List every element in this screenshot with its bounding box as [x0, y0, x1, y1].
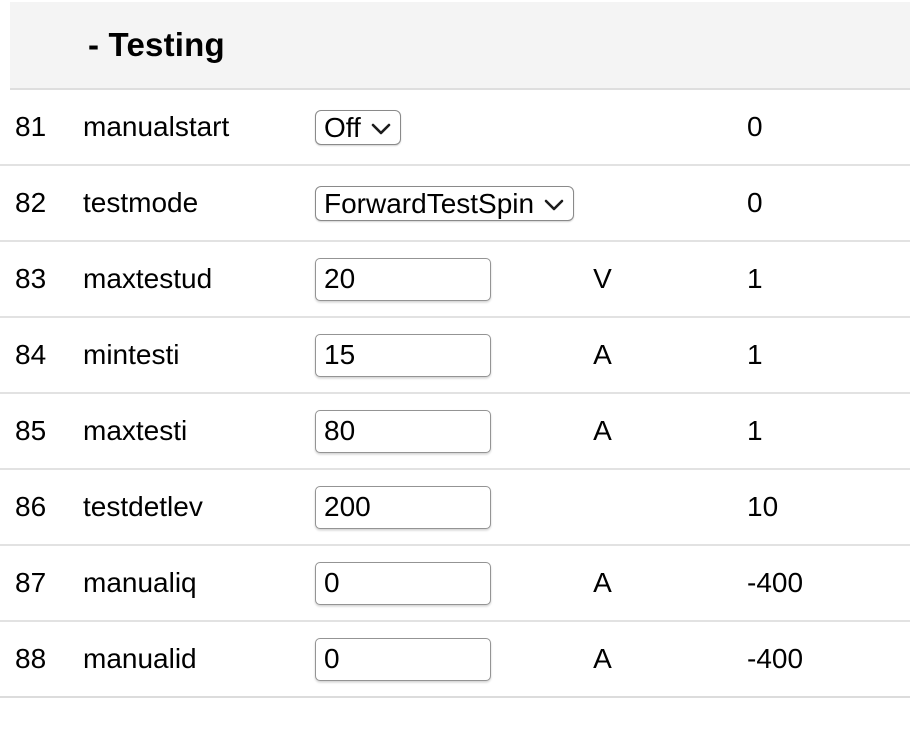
param-default-value: 0 — [747, 111, 763, 142]
select-value: ForwardTestSpin — [324, 187, 535, 219]
param-id: 85 — [15, 415, 47, 446]
param-name: manualiq — [83, 567, 197, 598]
param-id: 88 — [15, 643, 47, 674]
testmode-select[interactable]: ForwardTestSpin — [315, 185, 575, 221]
param-row-maxtestud: 83 maxtestud V 1 — [0, 242, 910, 318]
param-row-manualid: 88 manualid A -400 — [0, 622, 910, 698]
param-default-value: 1 — [747, 263, 763, 294]
param-name: manualid — [83, 643, 197, 674]
chevron-down-icon — [371, 123, 391, 135]
param-row-manualstart: 81 manualstart Off 0 — [0, 90, 910, 166]
param-id: 86 — [15, 491, 47, 522]
param-id: 82 — [15, 187, 47, 218]
param-row-maxtesti: 85 maxtesti A 1 — [0, 394, 910, 470]
section-header-testing[interactable]: - Testing — [10, 2, 910, 90]
testdetlev-input[interactable] — [315, 485, 491, 529]
param-default-value: -400 — [747, 643, 804, 674]
param-row-mintesti: 84 mintesti A 1 — [0, 318, 910, 394]
manualid-input[interactable] — [315, 637, 491, 681]
param-default-value: 1 — [747, 339, 763, 370]
mintesti-input[interactable] — [315, 333, 491, 377]
param-unit: A — [593, 339, 612, 370]
param-unit: V — [593, 263, 612, 294]
param-default-value: 10 — [747, 491, 779, 522]
manualiq-input[interactable] — [315, 561, 491, 605]
param-default-value: 0 — [747, 187, 763, 218]
param-row-testdetlev: 86 testdetlev 10 — [0, 470, 910, 546]
param-unit: A — [593, 643, 612, 674]
param-name: testmode — [83, 187, 199, 218]
param-id: 84 — [15, 339, 47, 370]
param-name: maxtesti — [83, 415, 188, 446]
param-default-value: -400 — [747, 567, 804, 598]
param-id: 87 — [15, 567, 47, 598]
maxtesti-input[interactable] — [315, 409, 491, 453]
param-id: 83 — [15, 263, 47, 294]
select-value: Off — [324, 111, 361, 143]
param-name: manualstart — [83, 111, 230, 142]
param-name: testdetlev — [83, 491, 203, 522]
param-id: 81 — [15, 111, 47, 142]
param-row-testmode: 82 testmode ForwardTestSpin 0 — [0, 166, 910, 242]
param-row-manualiq: 87 manualiq A -400 — [0, 546, 910, 622]
chevron-down-icon — [544, 199, 564, 211]
param-name: mintesti — [83, 339, 180, 370]
param-default-value: 1 — [747, 415, 763, 446]
maxtestud-input[interactable] — [315, 257, 491, 301]
section-title: - Testing — [88, 26, 225, 63]
param-unit: A — [593, 415, 612, 446]
param-name: maxtestud — [83, 263, 213, 294]
param-unit: A — [593, 567, 612, 598]
manualstart-select[interactable]: Off — [315, 109, 401, 145]
